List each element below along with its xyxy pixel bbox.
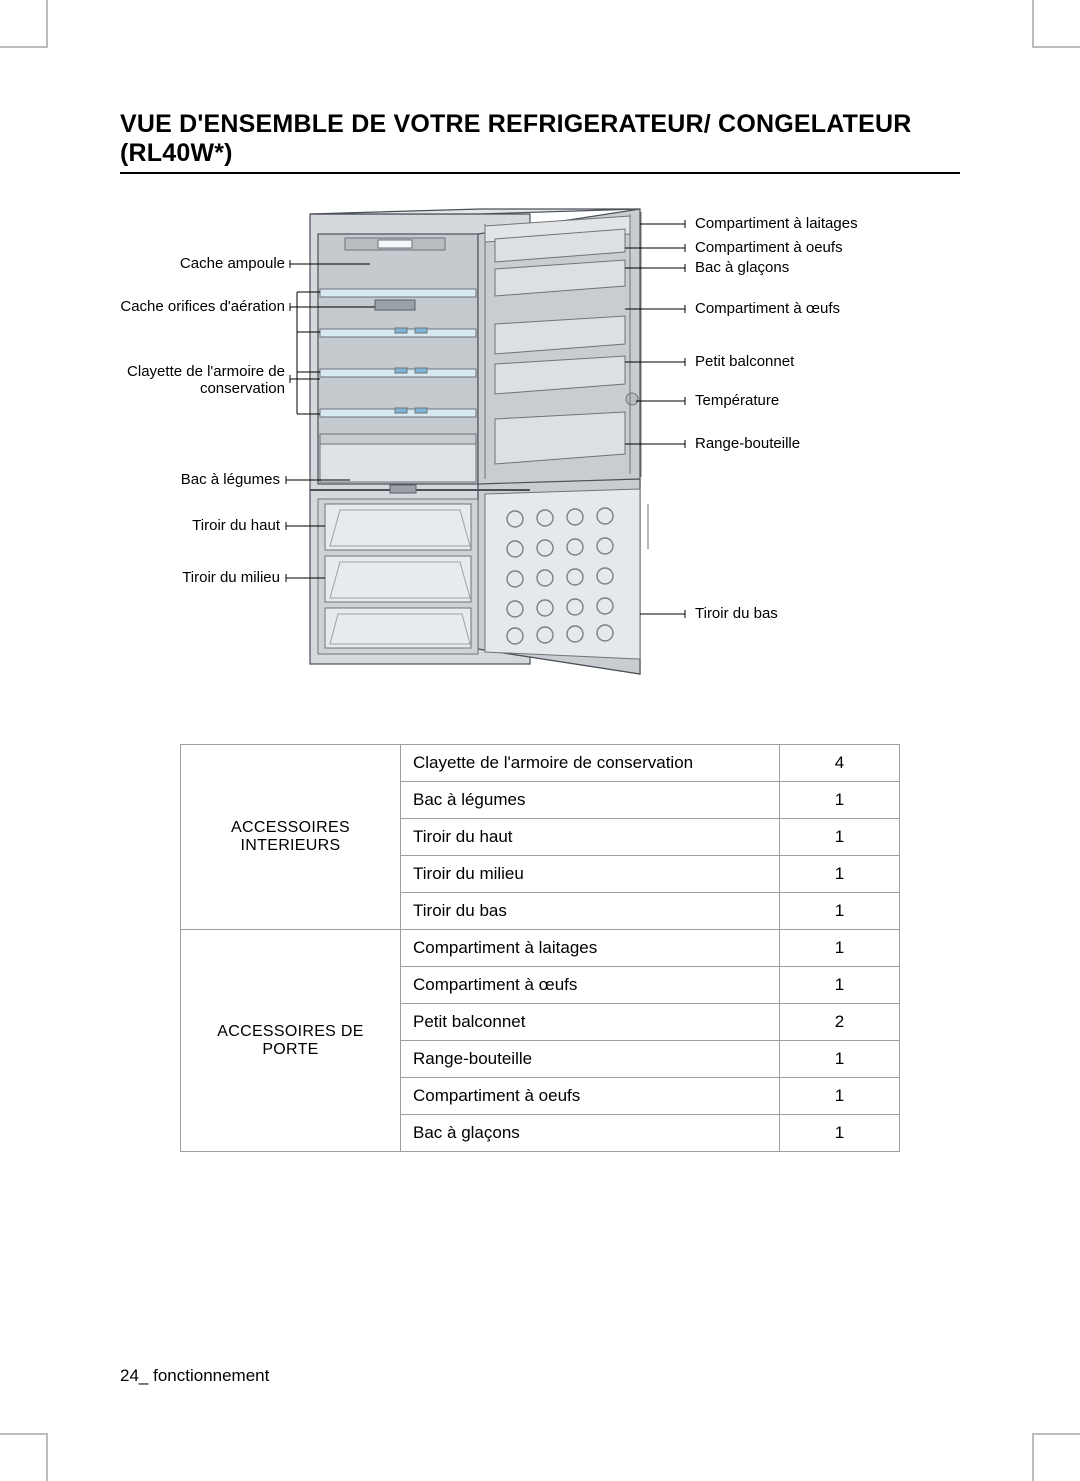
crop-mark: [1032, 46, 1080, 48]
crop-mark: [46, 0, 48, 48]
label-clayette-line1: Clayette de l'armoire de: [127, 363, 285, 380]
label-laitages: Compartiment à laitages: [695, 216, 858, 233]
item-name: Petit balconnet: [401, 1004, 780, 1041]
item-qty: 1: [780, 819, 900, 856]
item-qty: 1: [780, 1078, 900, 1115]
page-number: 24_: [120, 1366, 148, 1385]
item-qty: 1: [780, 856, 900, 893]
item-name: Bac à glaçons: [401, 1115, 780, 1152]
item-name: Tiroir du bas: [401, 893, 780, 930]
crop-mark: [1032, 0, 1034, 48]
label-clayette-line2: conservation: [200, 380, 285, 397]
item-qty: 1: [780, 893, 900, 930]
item-name: Compartiment à oeufs: [401, 1078, 780, 1115]
item-qty: 1: [780, 1115, 900, 1152]
item-qty: 4: [780, 745, 900, 782]
crop-mark: [0, 46, 48, 48]
label-clayette: Clayette de l'armoire de conservation: [85, 364, 285, 397]
manual-page: VUE D'ENSEMBLE DE VOTRE REFRIGERATEUR/ C…: [0, 0, 1080, 1481]
label-glacons: Bac à glaçons: [695, 260, 789, 277]
item-qty: 1: [780, 967, 900, 1004]
fridge-svg: [120, 204, 960, 684]
label-cache-orifices: Cache orifices d'aération: [80, 299, 285, 316]
item-name: Range-bouteille: [401, 1041, 780, 1078]
item-qty: 1: [780, 782, 900, 819]
crop-mark: [1032, 1433, 1034, 1481]
crop-mark: [46, 1433, 48, 1481]
category-cell: ACCESSOIRES INTERIEURS: [181, 745, 401, 930]
item-name: Compartiment à œufs: [401, 967, 780, 1004]
label-oeufs1: Compartiment à oeufs: [695, 240, 843, 257]
page-footer: 24_ fonctionnement: [120, 1366, 269, 1386]
item-name: Clayette de l'armoire de conservation: [401, 745, 780, 782]
label-range-bouteille: Range-bouteille: [695, 436, 800, 453]
label-cache-ampoule: Cache ampoule: [110, 256, 285, 273]
label-oeufs2: Compartiment à œufs: [695, 301, 840, 318]
item-name: Bac à légumes: [401, 782, 780, 819]
item-qty: 1: [780, 1041, 900, 1078]
label-tiroir-milieu: Tiroir du milieu: [110, 570, 280, 587]
label-tiroir-haut: Tiroir du haut: [110, 518, 280, 535]
accessories-table: ACCESSOIRES INTERIEURS Clayette de l'arm…: [180, 744, 900, 1152]
label-petit-balconnet: Petit balconnet: [695, 354, 794, 371]
table-row: ACCESSOIRES INTERIEURS Clayette de l'arm…: [181, 745, 900, 782]
item-name: Compartiment à laitages: [401, 930, 780, 967]
label-temperature: Température: [695, 393, 779, 410]
page-title: VUE D'ENSEMBLE DE VOTRE REFRIGERATEUR/ C…: [120, 110, 960, 174]
section-name: fonctionnement: [153, 1366, 269, 1385]
fridge-diagram: Cache ampoule Cache orifices d'aération …: [120, 204, 960, 684]
item-name: Tiroir du haut: [401, 819, 780, 856]
table-row: ACCESSOIRES DE PORTE Compartiment à lait…: [181, 930, 900, 967]
crop-mark: [1032, 1433, 1080, 1435]
item-qty: 1: [780, 930, 900, 967]
item-name: Tiroir du milieu: [401, 856, 780, 893]
label-bac-legumes: Bac à légumes: [110, 472, 280, 489]
item-qty: 2: [780, 1004, 900, 1041]
crop-mark: [0, 1433, 48, 1435]
category-cell: ACCESSOIRES DE PORTE: [181, 930, 401, 1152]
label-tiroir-bas: Tiroir du bas: [695, 606, 778, 623]
